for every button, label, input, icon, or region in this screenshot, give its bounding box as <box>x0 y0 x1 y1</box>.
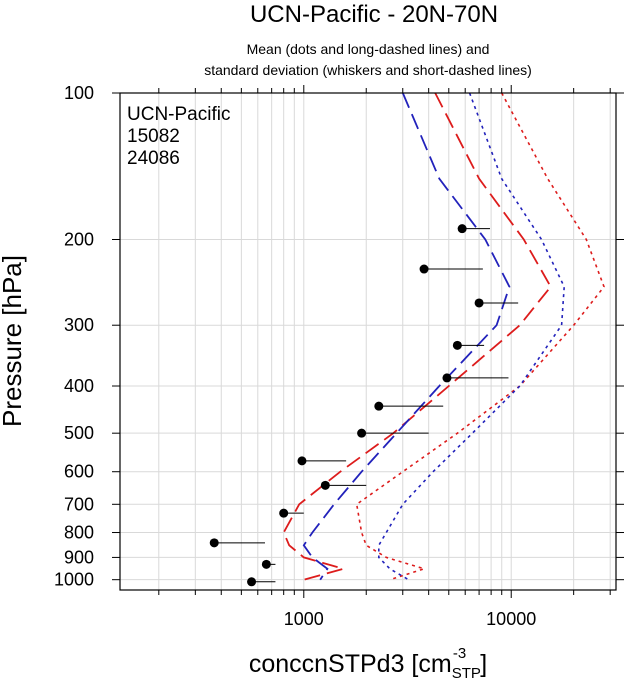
mean-point <box>374 401 384 411</box>
x-axis-label-unit-sup: -3 <box>453 645 466 662</box>
legend-entry-15082: 15082 <box>127 126 180 147</box>
x-axis-label: conccnSTPd3 [cmSTP -3] <box>249 645 487 678</box>
series-24086-sd-line <box>377 92 566 581</box>
series-24086-mean-line <box>302 92 511 581</box>
y-tick-label: 600 <box>64 462 94 482</box>
y-tick-label: 900 <box>64 547 94 567</box>
series-15082-mean-line <box>282 92 552 581</box>
mean-points <box>209 224 519 587</box>
x-tick-label: 10000 <box>486 609 536 629</box>
y-tick-label: 400 <box>64 376 94 396</box>
x-axis-label-unit-sub: STP <box>452 665 481 678</box>
plot-area <box>282 92 605 581</box>
y-axis-label: Pressure [hPa] <box>0 255 27 427</box>
y-tick-label: 500 <box>64 423 94 443</box>
legend-entry-24086: 24086 <box>127 148 180 169</box>
legend-entry-ucn-pacific: UCN-Pacific <box>127 104 230 125</box>
mean-point <box>247 577 257 587</box>
y-tick-label: 800 <box>64 523 94 543</box>
mean-point <box>261 559 271 569</box>
mean-point <box>452 340 462 350</box>
chart-subtitle-line-2: standard deviation (whiskers and short-d… <box>204 62 532 78</box>
x-axis-label-close: ] <box>480 650 487 678</box>
series-15082-sd-line <box>355 92 605 581</box>
y-tick-label: 100 <box>64 83 94 103</box>
mean-point <box>209 538 219 548</box>
mean-point <box>442 373 452 383</box>
mean-point <box>474 298 484 308</box>
mean-point <box>297 456 307 466</box>
mean-point <box>320 480 330 490</box>
chart-subtitle-line-1: Mean (dots and long-dashed lines) and <box>247 41 490 57</box>
y-tick-label: 700 <box>64 494 94 514</box>
x-tick-label: 1000 <box>284 609 324 629</box>
mean-point <box>457 224 467 234</box>
mean-point <box>357 428 367 438</box>
x-axis-label-base: conccnSTPd3 [cm <box>249 650 452 678</box>
plot-frame <box>119 92 617 591</box>
y-tick-label: 200 <box>64 230 94 250</box>
chart-title: UCN-Pacific - 20N-70N <box>250 1 498 28</box>
y-tick-label: 1000 <box>54 570 94 590</box>
axis-ticks: 1000 10000 100 200 300 400 500 600 700 800 900 1000 <box>54 83 624 629</box>
mean-point <box>279 508 289 518</box>
mean-point <box>419 264 429 274</box>
y-tick-label: 300 <box>64 315 94 335</box>
